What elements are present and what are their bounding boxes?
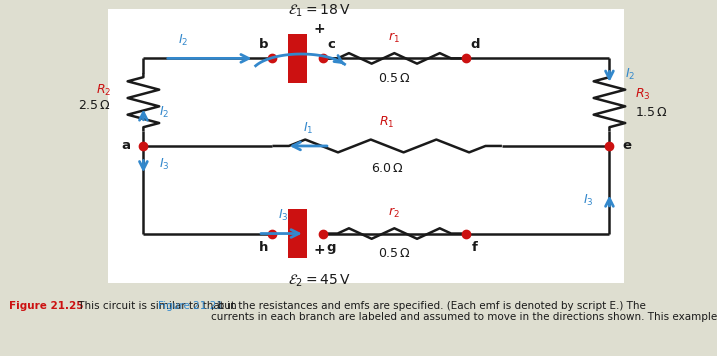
Text: $I_2$: $I_2$ [159,105,169,120]
FancyBboxPatch shape [108,9,624,283]
Text: $R_3$: $R_3$ [635,87,650,103]
Text: $\mathcal{E}_2 = 45\,\mathrm{V}$: $\mathcal{E}_2 = 45\,\mathrm{V}$ [288,273,351,289]
Text: b: b [259,38,269,51]
Text: d: d [470,38,480,51]
Text: $R_1$: $R_1$ [379,115,395,130]
Text: $I_2$: $I_2$ [625,67,635,82]
Bar [288,209,307,258]
Text: $0.5\,\Omega$: $0.5\,\Omega$ [378,247,411,260]
Text: $r_2$: $r_2$ [389,206,400,220]
Text: c: c [328,38,335,51]
Text: , but the resistances and emfs are specified. (Each emf is denoted by script E.): , but the resistances and emfs are speci… [211,301,717,323]
Text: f: f [472,241,478,254]
Text: +: + [313,242,325,257]
Text: $I_3$: $I_3$ [159,157,170,173]
Text: $2.5\,\Omega$: $2.5\,\Omega$ [78,99,111,111]
Text: Figure 21.21: Figure 21.21 [158,301,223,311]
Text: $6.0\,\Omega$: $6.0\,\Omega$ [371,162,404,175]
Text: $0.5\,\Omega$: $0.5\,\Omega$ [378,72,411,84]
Text: a: a [121,140,130,152]
Text: $I_1$: $I_1$ [303,121,313,136]
Text: h: h [259,241,269,254]
Text: g: g [326,241,336,254]
Text: e: e [622,140,632,152]
Text: This circuit is similar to that in: This circuit is similar to that in [75,301,240,311]
Text: $I_3$: $I_3$ [583,192,594,208]
Text: $\mathcal{E}_1 = 18\,\mathrm{V}$: $\mathcal{E}_1 = 18\,\mathrm{V}$ [288,2,351,19]
Bar [288,33,307,83]
Text: +: + [313,22,325,36]
Text: $I_3$: $I_3$ [278,208,288,223]
Text: $r_1$: $r_1$ [389,31,400,45]
Text: $I_2$: $I_2$ [178,33,188,48]
Text: $R_2$: $R_2$ [96,83,111,98]
Text: $1.5\,\Omega$: $1.5\,\Omega$ [635,106,668,119]
Text: Figure 21.25: Figure 21.25 [9,301,83,311]
